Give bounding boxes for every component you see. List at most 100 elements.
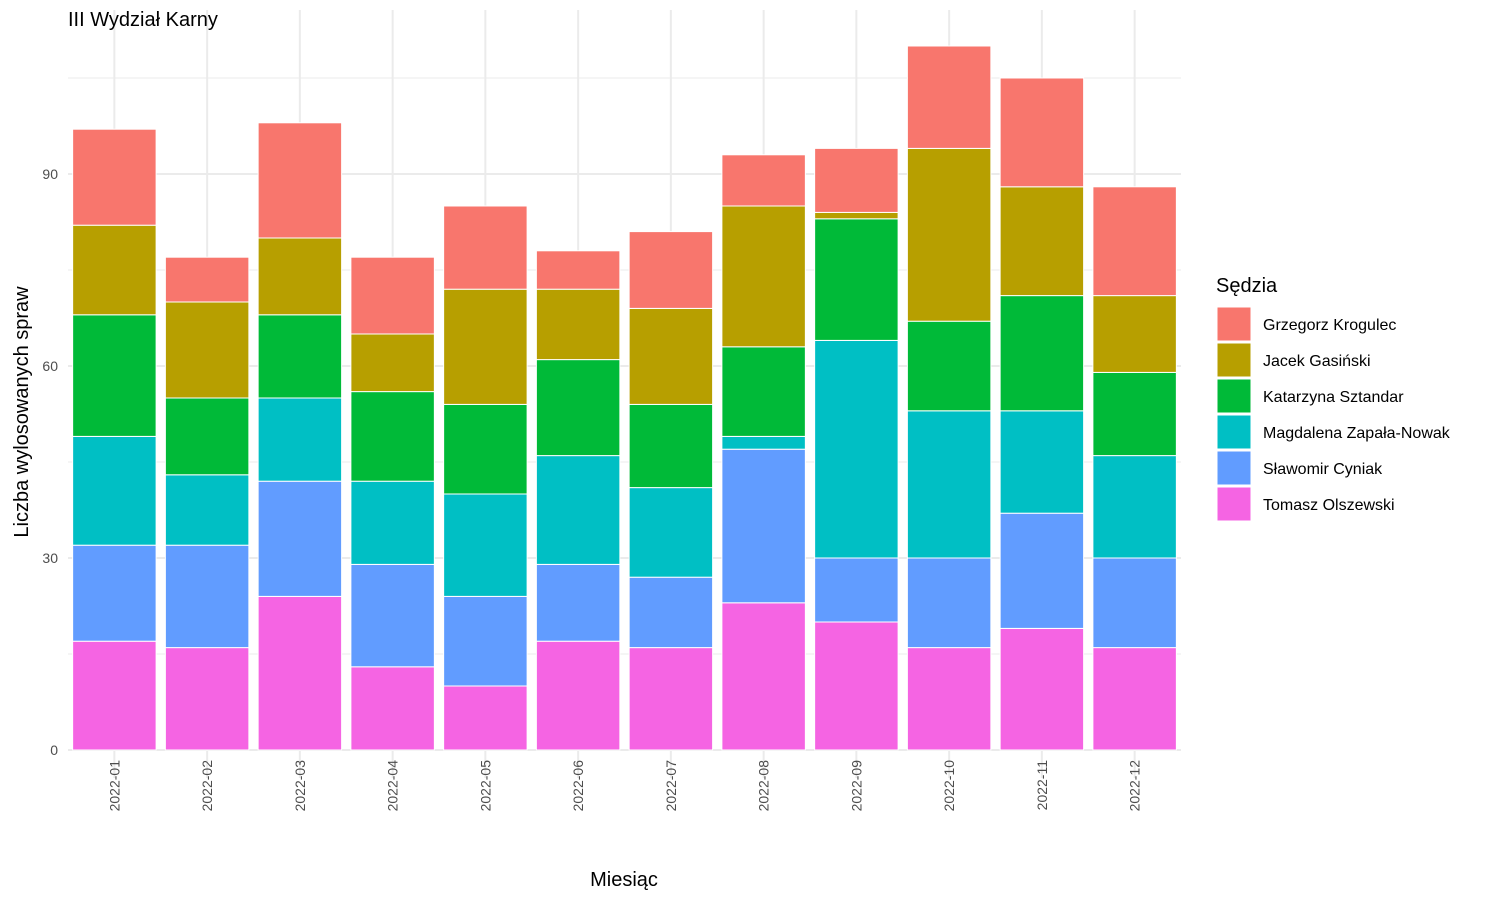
x-tick-label: 2022-03 — [292, 760, 308, 812]
x-tick-label: 2022-11 — [1034, 760, 1050, 811]
bar-segment — [350, 333, 435, 393]
bar-segment — [72, 544, 157, 642]
bar-segment — [628, 231, 714, 309]
bar-segment — [999, 186, 1085, 297]
x-tick-label: 2022-01 — [106, 760, 122, 812]
bar-segment — [1092, 647, 1177, 751]
x-tick-label: 2022-10 — [941, 760, 957, 812]
legend-swatch — [1216, 450, 1252, 486]
bar-segment — [443, 595, 528, 687]
bar-segment — [443, 288, 528, 405]
x-axis-title: Miesiąc — [590, 869, 658, 891]
bar-segment — [257, 397, 343, 482]
bar-segment — [72, 435, 157, 546]
bar-segment — [1092, 295, 1177, 373]
bar-segment — [1092, 186, 1177, 297]
bar-segment — [443, 493, 528, 597]
bar-segment — [350, 563, 435, 668]
legend-label: Grzegorz Krogulec — [1263, 317, 1396, 334]
bar-segment — [906, 647, 992, 751]
bar-segment — [906, 410, 992, 559]
bar-segment — [628, 647, 714, 751]
bar-segment — [1092, 557, 1177, 649]
y-tick-label: 0 — [50, 742, 58, 758]
legend-label: Sławomir Cyniak — [1263, 461, 1383, 478]
bar-segment — [721, 205, 806, 348]
bar-segment — [814, 557, 899, 623]
x-tick-label: 2022-08 — [756, 760, 772, 812]
legend-swatch — [1216, 486, 1252, 522]
bar-segment — [814, 621, 899, 751]
bar-segment — [350, 256, 435, 335]
y-tick-label: 30 — [42, 550, 58, 566]
bar-segment — [72, 128, 157, 226]
x-tick-label: 2022-04 — [385, 760, 401, 812]
bar-segment — [814, 211, 899, 220]
legend-swatch — [1216, 414, 1252, 450]
legend-label: Jacek Gasiński — [1263, 353, 1371, 370]
bar-segment — [628, 576, 714, 649]
x-tick-label: 2022-12 — [1127, 760, 1143, 812]
bar-segment — [350, 391, 435, 482]
bar-segment — [164, 474, 250, 546]
bar-segment — [164, 544, 250, 649]
bar-segment — [257, 122, 343, 239]
bar-segment — [814, 218, 899, 341]
bar-segment — [257, 595, 343, 751]
bar-segment — [164, 301, 250, 399]
x-tick-label: 2022-02 — [199, 760, 215, 812]
bar-segment — [443, 403, 528, 495]
chart-title: III Wydział Karny — [68, 9, 218, 31]
bar-segment — [72, 640, 157, 751]
bar-segment — [721, 346, 806, 437]
bar-segment — [72, 314, 157, 437]
bar-segment — [443, 685, 528, 751]
legend-label: Magdalena Zapała-Nowak — [1263, 425, 1451, 442]
bar-segment — [535, 455, 621, 565]
legend-label: Tomasz Olszewski — [1263, 497, 1395, 514]
x-tick-label: 2022-07 — [663, 760, 679, 812]
bar-segment — [350, 666, 435, 751]
x-tick-label: 2022-05 — [477, 760, 493, 812]
x-axis-ticks: 2022-01 2022-02 2022-03 2022-04 2022-05 2022-… — [106, 760, 1142, 812]
bar-segment — [906, 45, 992, 149]
bar-segment — [721, 435, 806, 450]
bar-segment — [164, 647, 250, 751]
legend-swatch — [1216, 342, 1252, 378]
bar-segment — [906, 147, 992, 322]
bar-segment — [999, 295, 1085, 412]
bar-segment — [999, 627, 1085, 751]
legend: Sędzia Grzegorz Krogulec Jacek Gasiński Ka… — [1216, 275, 1451, 522]
bar-segment — [999, 410, 1085, 514]
bar-segment — [535, 359, 621, 457]
bar-segment — [721, 602, 806, 751]
y-tick-label: 90 — [42, 166, 58, 182]
bars-group — [72, 45, 1177, 751]
bar-segment — [257, 314, 343, 399]
bar-segment — [999, 77, 1085, 188]
y-axis-ticks: 0 30 60 90 — [42, 166, 58, 758]
bar-segment — [721, 154, 806, 207]
bar-segment — [535, 288, 621, 361]
bar-segment — [535, 640, 621, 751]
bar-segment — [535, 563, 621, 642]
legend-swatch — [1216, 378, 1252, 414]
bar-segment — [814, 339, 899, 559]
bar-segment — [999, 512, 1085, 629]
bar-segment — [1092, 455, 1177, 559]
bar-segment — [1092, 371, 1177, 457]
bar-segment — [535, 250, 621, 290]
y-axis-title: Liczba wylosowanych spraw — [11, 286, 33, 538]
bar-segment — [628, 487, 714, 578]
bar-segment — [72, 224, 157, 316]
y-tick-label: 60 — [42, 358, 58, 374]
bar-segment — [628, 307, 714, 405]
legend-title: Sędzia — [1216, 275, 1278, 297]
bar-segment — [906, 320, 992, 412]
bar-segment — [628, 403, 714, 489]
bar-segment — [814, 147, 899, 213]
bar-segment — [350, 480, 435, 565]
bar-segment — [721, 448, 806, 604]
bar-segment — [257, 480, 343, 597]
